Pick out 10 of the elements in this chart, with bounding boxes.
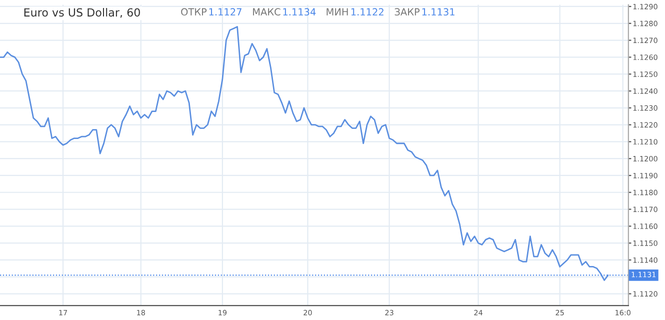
annotation: МИН bbox=[326, 8, 348, 16]
annotation: МАКС bbox=[253, 8, 280, 16]
annotation: ОТКР bbox=[181, 8, 207, 16]
annotation: 1.1127 bbox=[209, 8, 242, 16]
annotation: 1.1134 bbox=[283, 8, 316, 16]
line-series bbox=[0, 26, 609, 281]
chart-title: Euro vs US Dollar, 60 bbox=[24, 8, 140, 18]
annotation: 1.1122 bbox=[351, 8, 384, 16]
annotation: 1.1131 bbox=[422, 8, 454, 16]
annotation: ЗАКР bbox=[394, 8, 420, 16]
